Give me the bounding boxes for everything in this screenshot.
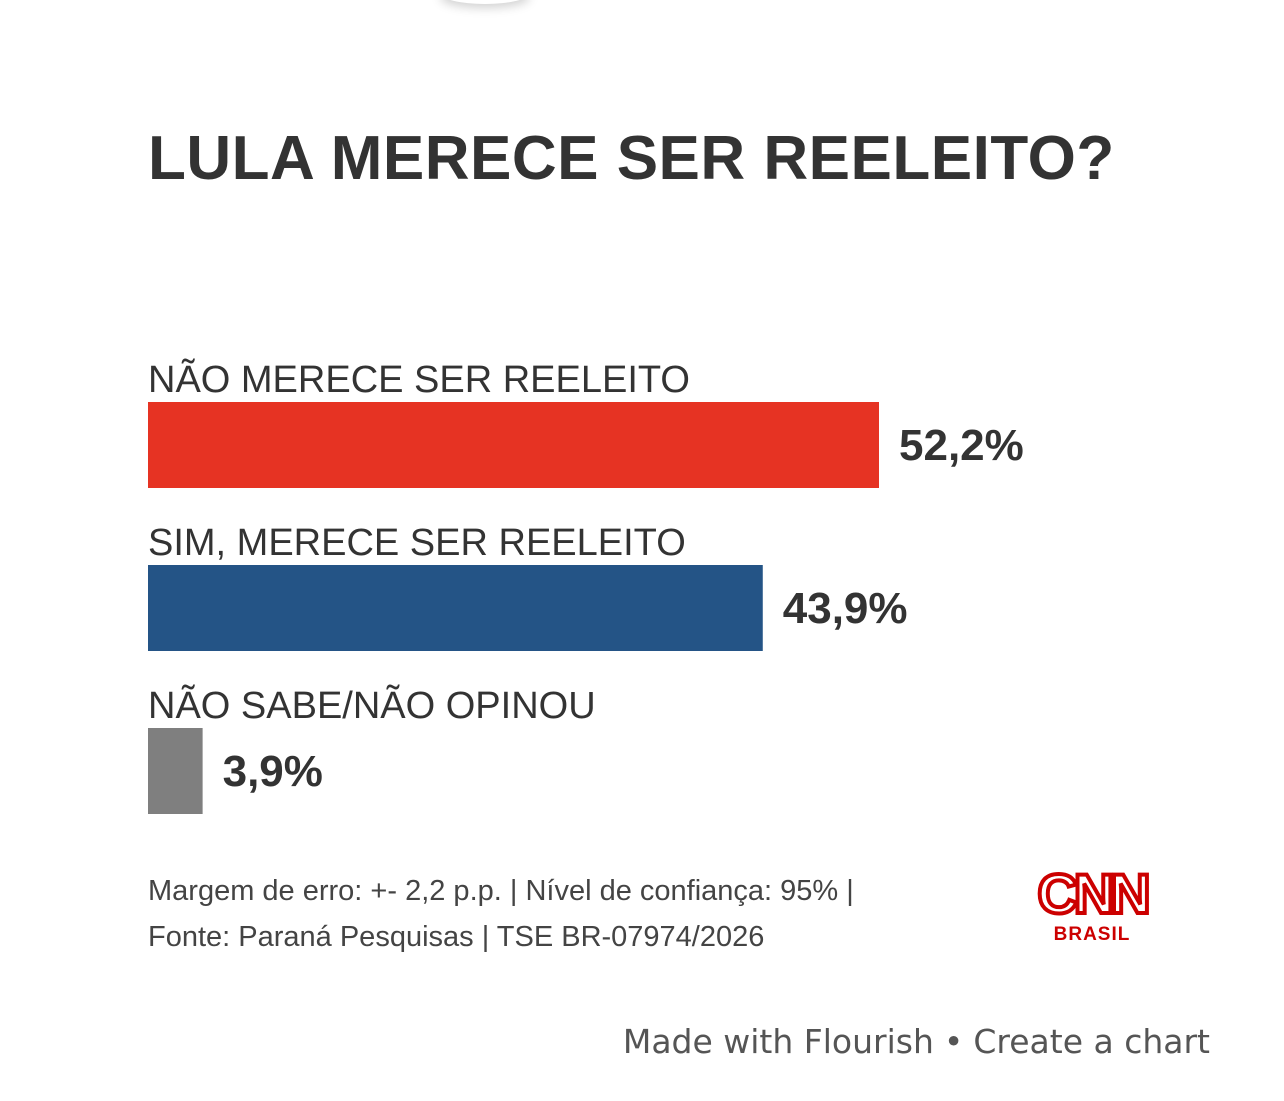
- footnote-margin-line: Margem de erro: +- 2,2 p.p. | Nível de c…: [148, 875, 854, 907]
- cnn-logo-mark: CNN: [1035, 862, 1152, 925]
- value-label: 43,9%: [783, 584, 908, 633]
- bar-chart: NÃO MERECE SER REELEITO 52,2% SIM, MERECE …: [148, 358, 1024, 814]
- flourish-attribution: Made with Flourish • Create a chart: [623, 1022, 1210, 1061]
- made-with-flourish-link[interactable]: Made with Flourish: [622, 1022, 934, 1061]
- category-label: NÃO SABE/NÃO OPINOU: [148, 684, 596, 727]
- chart-title: LULA MERECE SER REELEITO?: [148, 124, 1115, 193]
- bar[interactable]: [148, 565, 763, 651]
- cnn-logo-subtitle: BRASIL: [1053, 924, 1131, 945]
- footnote-source-line: Fonte: Paraná Pesquisas | TSE BR-07974/2…: [148, 921, 765, 953]
- top-edge-shadow: [440, 0, 530, 4]
- value-label: 52,2%: [899, 421, 1024, 470]
- category-label: SIM, MERECE SER REELEITO: [148, 522, 686, 564]
- footnote: Margem de erro: +- 2,2 p.p. | Nível de c…: [148, 868, 854, 960]
- create-a-chart-link[interactable]: Create a chart: [973, 1022, 1210, 1061]
- bar[interactable]: [148, 402, 879, 488]
- value-label: 3,9%: [223, 747, 323, 796]
- category-label: NÃO MERECE SER REELEITO: [148, 358, 690, 401]
- attribution-separator: •: [943, 1022, 964, 1061]
- bar[interactable]: [148, 728, 203, 814]
- cnn-brasil-logo: CNN BRASIL: [1032, 862, 1152, 946]
